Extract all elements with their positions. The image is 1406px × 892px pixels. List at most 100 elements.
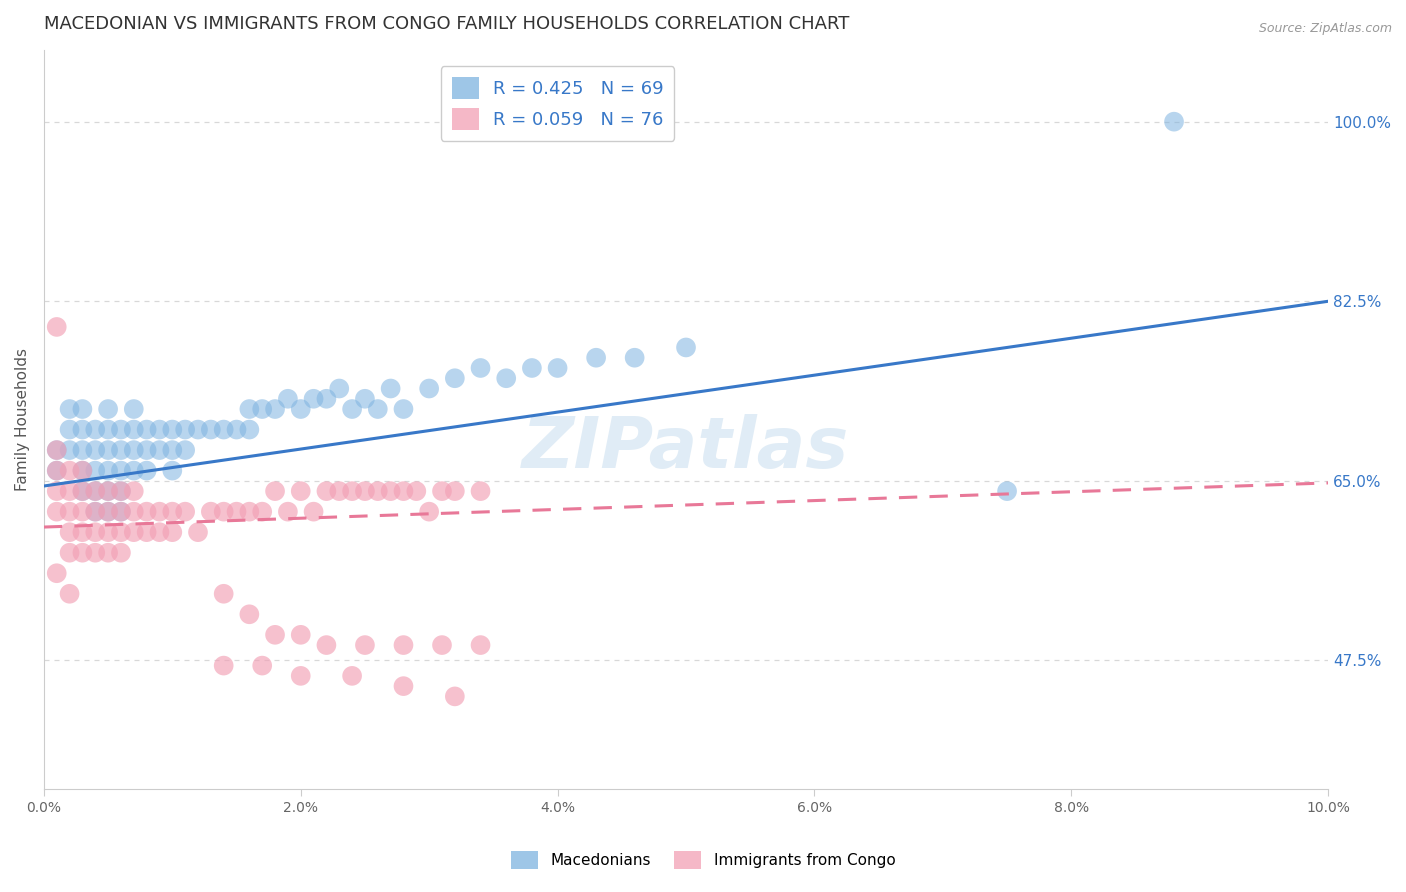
Point (200, 423, 222, 437)
Point (290, 402, 312, 417)
Point (340, 669, 363, 683)
Point (495, 371, 517, 385)
Point (470, 638, 492, 652)
Point (162, 464, 184, 478)
Point (315, 638, 337, 652)
Point (430, 638, 453, 652)
Point (110, 546, 132, 560)
Point (84, 505, 107, 519)
Point (290, 484, 312, 499)
Point (302, 392, 325, 406)
Point (84, 525, 107, 540)
Point (72, 443, 94, 458)
Point (45, 443, 67, 458)
Point (135, 464, 157, 478)
Point (354, 484, 377, 499)
Point (444, 484, 467, 499)
Point (187, 525, 209, 540)
Point (264, 628, 287, 642)
Point (354, 638, 377, 652)
Point (45, 505, 67, 519)
Point (354, 392, 377, 406)
Point (200, 505, 222, 519)
Point (97, 505, 120, 519)
Point (250, 658, 273, 673)
Point (995, 484, 1018, 499)
Point (277, 505, 299, 519)
Point (225, 505, 247, 519)
Point (58, 546, 80, 560)
Y-axis label: Family Households: Family Households (15, 348, 30, 491)
Point (110, 505, 132, 519)
Point (380, 484, 402, 499)
Point (110, 505, 132, 519)
Point (328, 484, 350, 499)
Point (315, 484, 337, 499)
Point (290, 669, 312, 683)
Point (264, 402, 287, 417)
Point (97, 525, 120, 540)
Point (122, 505, 145, 519)
Point (174, 505, 197, 519)
Point (135, 505, 157, 519)
Point (367, 402, 389, 417)
Point (148, 525, 170, 540)
Point (250, 402, 273, 417)
Point (84, 423, 107, 437)
Text: ZIPatlas: ZIPatlas (522, 415, 849, 483)
Point (212, 505, 235, 519)
Point (162, 423, 184, 437)
Point (72, 423, 94, 437)
Point (58, 587, 80, 601)
Point (162, 443, 184, 458)
Point (585, 351, 607, 365)
Point (238, 505, 260, 519)
Point (148, 505, 170, 519)
Point (315, 392, 337, 406)
Point (110, 443, 132, 458)
Point (72, 402, 94, 417)
Point (84, 546, 107, 560)
Point (58, 423, 80, 437)
Point (367, 484, 389, 499)
Point (392, 638, 415, 652)
Text: MACEDONIAN VS IMMIGRANTS FROM CONGO FAMILY HOUSEHOLDS CORRELATION CHART: MACEDONIAN VS IMMIGRANTS FROM CONGO FAMI… (44, 15, 849, 33)
Point (84, 443, 107, 458)
Point (110, 423, 132, 437)
Point (97, 484, 120, 499)
Point (328, 382, 350, 396)
Point (264, 484, 287, 499)
Point (135, 525, 157, 540)
Point (212, 423, 235, 437)
Point (97, 423, 120, 437)
Point (72, 464, 94, 478)
Point (84, 464, 107, 478)
Point (72, 525, 94, 540)
Point (148, 443, 170, 458)
Point (290, 628, 312, 642)
Point (444, 690, 467, 704)
Point (470, 361, 492, 376)
Point (470, 484, 492, 499)
Point (392, 402, 415, 417)
Point (418, 505, 440, 519)
Point (302, 505, 325, 519)
Point (97, 443, 120, 458)
Point (110, 525, 132, 540)
Point (110, 484, 132, 499)
Point (392, 679, 415, 693)
Point (45, 464, 67, 478)
Point (623, 351, 645, 365)
Point (340, 484, 363, 499)
Point (58, 464, 80, 478)
Point (97, 464, 120, 478)
Point (72, 484, 94, 499)
Point (122, 402, 145, 417)
Point (430, 484, 453, 499)
Point (45, 464, 67, 478)
Legend: R = 0.425   N = 69, R = 0.059   N = 76: R = 0.425 N = 69, R = 0.059 N = 76 (440, 66, 675, 141)
Point (174, 443, 197, 458)
Point (110, 484, 132, 499)
Point (122, 443, 145, 458)
Point (45, 484, 67, 499)
